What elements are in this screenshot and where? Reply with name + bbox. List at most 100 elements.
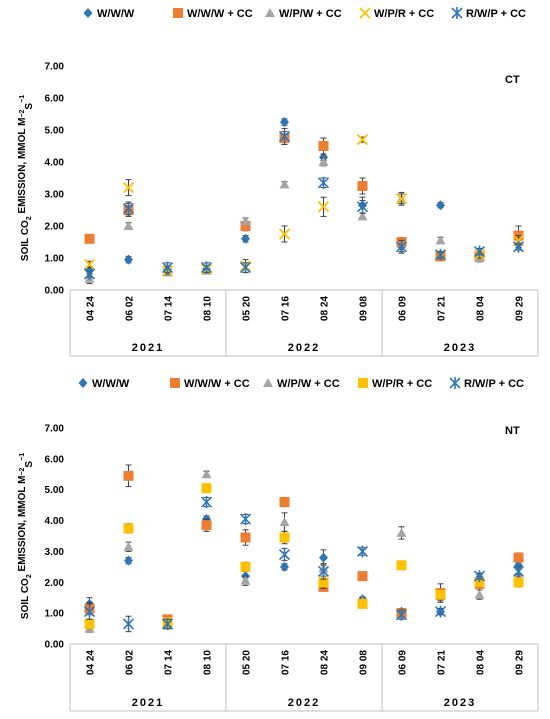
x-tick-label: 07 14 — [164, 296, 175, 321]
x-tick-label: 08 24 — [320, 296, 331, 321]
x-tick-label: 05 20 — [242, 296, 253, 321]
x-tick-label: 08 04 — [476, 650, 487, 675]
y-tick-label: 1.00 — [45, 609, 65, 620]
x-tick-label: 06 02 — [125, 650, 136, 675]
data-point — [435, 235, 446, 245]
panel-tag: NT — [505, 425, 520, 437]
legend-label: R/W/P + CC — [464, 378, 524, 390]
data-point — [512, 240, 525, 253]
data-point — [318, 157, 329, 166]
year-label: 2021 — [132, 342, 164, 354]
y-axis-title: SOIL CO2 EMISSION, MMOL M−2S−1 — [17, 95, 35, 261]
data-point — [513, 577, 524, 588]
series-w-w-w — [85, 514, 523, 625]
data-point — [357, 211, 368, 221]
data-point — [357, 598, 368, 609]
series-w-w-w — [85, 117, 523, 276]
year-label: 2022 — [288, 342, 320, 354]
data-point — [318, 141, 329, 151]
y-tick-label: 5.00 — [45, 485, 65, 496]
data-point — [473, 570, 486, 583]
data-point — [122, 202, 135, 215]
year-label: 2023 — [444, 697, 476, 709]
x-tick-label: 06 09 — [398, 650, 409, 675]
data-point — [240, 561, 251, 572]
legend-marker — [263, 378, 273, 387]
data-point — [122, 181, 135, 194]
data-point — [356, 133, 369, 146]
data-point — [278, 548, 291, 561]
data-point — [241, 233, 250, 244]
data-point — [278, 130, 291, 143]
y-tick-label: 7.00 — [45, 62, 65, 73]
x-tick-label: 09 29 — [515, 650, 526, 675]
data-point — [201, 520, 212, 531]
x-tick-label: 08 10 — [203, 296, 214, 321]
y-tick-label: 5.00 — [45, 126, 65, 137]
data-point — [434, 248, 447, 261]
data-point — [474, 589, 485, 599]
data-point — [122, 617, 135, 630]
data-point — [319, 552, 328, 563]
legend-label: W/W/W — [92, 378, 130, 390]
y-tick-label: 2.00 — [45, 222, 65, 233]
series-w-p-r-cc — [84, 483, 524, 630]
data-point — [279, 179, 290, 189]
legend: W/W/W W/W/W + CC W/P/W + CC W/P/R + CC R/W/P… — [83, 7, 526, 20]
data-point — [396, 527, 407, 537]
x-tick-label: 09 08 — [359, 296, 370, 321]
data-point — [317, 201, 330, 213]
data-point — [356, 545, 369, 558]
data-point — [356, 200, 369, 213]
x-tick-label: 07 21 — [437, 296, 448, 321]
y-tick-label: 3.00 — [45, 547, 65, 558]
data-point — [124, 254, 133, 265]
y-tick-label: 0.00 — [45, 286, 65, 297]
x-tick-label: 07 21 — [437, 650, 448, 675]
legend-marker — [83, 8, 93, 18]
year-label: 2022 — [288, 697, 320, 709]
data-point — [123, 523, 134, 534]
x-tick-label: 06 02 — [125, 296, 136, 321]
data-point — [240, 575, 251, 585]
year-label: 2023 — [444, 342, 476, 354]
data-point — [279, 517, 290, 527]
legend-label: W/W/W — [97, 8, 135, 20]
data-point — [357, 181, 368, 191]
legend-label: W/W/W + CC — [184, 378, 250, 390]
legend-label: R/W/P + CC — [466, 8, 526, 20]
x-tick-label: 08 24 — [320, 650, 331, 675]
y-tick-label: 3.00 — [45, 190, 65, 201]
legend-marker — [78, 378, 88, 388]
y-tick-label: 6.00 — [45, 94, 65, 105]
series-w-p-w-cc — [84, 469, 524, 633]
x-tick-label: 05 20 — [242, 650, 253, 675]
y-axis-title: SOIL CO2 EMISSION, MMOL M−2S−1 — [17, 453, 35, 619]
data-point — [239, 513, 252, 526]
data-point — [240, 216, 251, 226]
data-point — [436, 200, 445, 211]
data-point — [357, 571, 368, 582]
data-point — [279, 532, 290, 543]
legend-label: W/P/W + CC — [277, 378, 340, 390]
y-tick-label: 6.00 — [45, 454, 65, 465]
panel-tag: CT — [505, 74, 520, 86]
legend-marker — [451, 7, 463, 19]
legend-marker — [265, 8, 275, 17]
x-tick-label: 07 16 — [281, 650, 292, 675]
series-r-w-p-cc — [83, 127, 525, 280]
legend-label: W/W/W + CC — [187, 8, 253, 20]
x-tick-label: 09 08 — [359, 650, 370, 675]
data-point — [83, 268, 96, 280]
y-tick-label: 4.00 — [45, 516, 65, 527]
x-tick-label: 07 14 — [164, 650, 175, 675]
data-point — [318, 577, 329, 588]
data-point — [474, 577, 485, 588]
data-point — [124, 555, 133, 566]
chart-panel-ct: W/W/W W/W/W + CC W/P/W + CC W/P/R + CC R/W/P… — [17, 7, 539, 357]
data-point — [395, 240, 408, 253]
series-w-w-w-cc — [84, 131, 524, 262]
data-point — [200, 496, 213, 509]
data-point — [200, 261, 213, 274]
series-w-p-r-cc — [83, 133, 525, 277]
